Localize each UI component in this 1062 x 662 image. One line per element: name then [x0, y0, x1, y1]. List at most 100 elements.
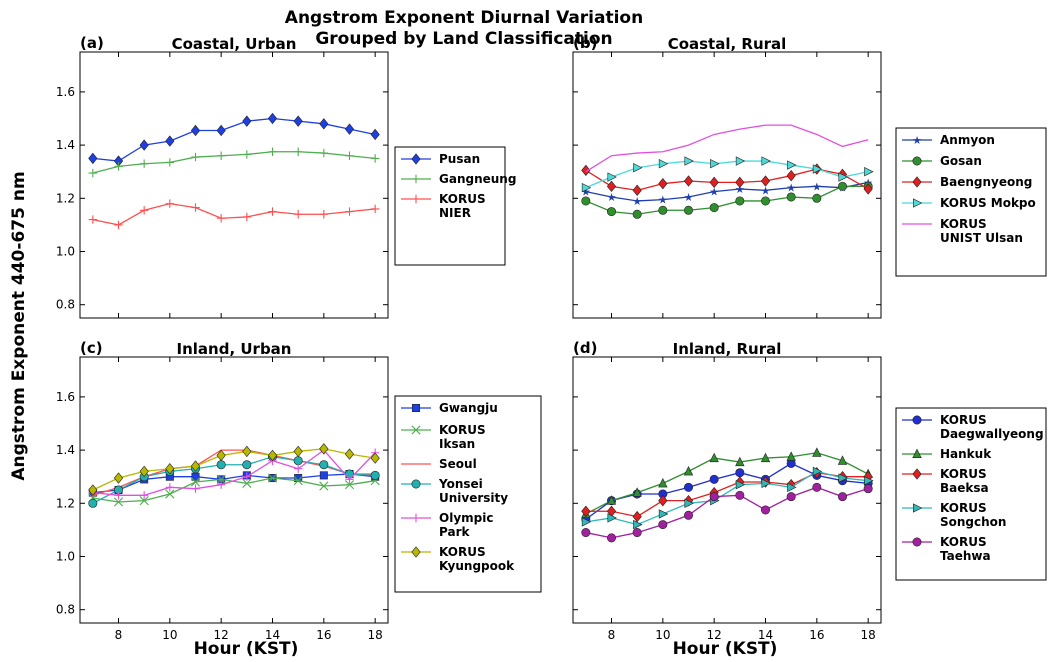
data-point [658, 159, 669, 169]
data-point [658, 205, 668, 215]
series-korus-mokpo [581, 156, 874, 193]
series-line [585, 124, 869, 173]
data-point [735, 196, 745, 206]
legend-swatch-marker [912, 537, 922, 547]
data-point: ★ [581, 186, 591, 199]
plot-frame [79, 356, 389, 624]
legend-entry: KORUS Mokpo [940, 196, 1036, 210]
data-point [370, 154, 380, 163]
legend-entry: KORUS Daegwallyeong [940, 413, 1044, 441]
y-tick-label: 1.0 [56, 550, 75, 564]
series-line [585, 470, 869, 526]
legend-entry: Seoul [439, 457, 477, 471]
data-point [760, 505, 770, 515]
data-point [709, 176, 719, 189]
data-point [190, 477, 201, 487]
data-point [242, 150, 252, 159]
panel-label: (d) [573, 339, 597, 357]
series-line [92, 448, 376, 491]
data-point [370, 452, 380, 464]
data-point [139, 465, 149, 478]
data-point [88, 152, 98, 165]
legend: Gwangju KORUS Iksan Seoul Yonsei University Ol… [394, 395, 542, 593]
data-point [319, 443, 329, 455]
panel-c: (c) Inland, Urban 8 10 12 14 16 18 0.8 1.0 1.2 1.4 1… [56, 339, 542, 642]
legend-entry: KORUS Iksan [439, 423, 486, 451]
x-tick-label: 18 [368, 628, 383, 642]
data-point [191, 152, 200, 162]
data-point: ★ [632, 195, 642, 208]
data-point [581, 182, 592, 193]
legend-box [394, 146, 506, 266]
data-point [684, 498, 694, 508]
data-point [812, 482, 822, 492]
legend-entry: Olympic Park [439, 511, 493, 539]
data-point [606, 533, 616, 543]
data-point [760, 175, 771, 187]
data-point [581, 164, 591, 177]
data-point [191, 203, 200, 212]
data-point [760, 196, 770, 206]
data-point [735, 479, 746, 490]
data-point [607, 172, 617, 182]
data-point [345, 475, 354, 484]
legend-entry: Gangneung [439, 172, 516, 186]
data-point [633, 519, 643, 530]
data-point [113, 472, 124, 484]
legend-swatch-marker [912, 156, 922, 166]
series-line [92, 473, 376, 494]
legend-entry: Gosan [940, 154, 982, 168]
legend-entry: KORUS Baeksa [940, 467, 989, 495]
data-point [735, 156, 746, 166]
y-axis-label: Angstrom Exponent 440-675 nm [9, 171, 29, 480]
data-point [165, 135, 175, 147]
legend-swatch-marker [912, 176, 922, 188]
data-point: ★ [735, 183, 745, 196]
y-tick-label: 1.4 [56, 443, 75, 457]
x-tick-label: 14 [265, 628, 280, 642]
data-point [632, 487, 642, 497]
legend-entry: Baengnyeong [940, 175, 1032, 189]
y-tick-label: 1.2 [56, 496, 75, 510]
data-point: ★ [812, 180, 822, 193]
data-point [293, 210, 303, 219]
data-point [735, 176, 745, 189]
series-line [585, 472, 869, 518]
y-tick-label: 0.8 [56, 298, 75, 312]
data-point [606, 180, 617, 193]
data-point [293, 445, 303, 458]
data-point [812, 447, 822, 457]
data-point [581, 196, 591, 206]
y-tick-label: 1.2 [56, 191, 75, 205]
data-point [294, 474, 303, 483]
data-point [293, 115, 303, 127]
data-point: ★ [786, 182, 796, 195]
data-point [787, 160, 797, 170]
data-point [345, 151, 354, 160]
plot-frame [572, 51, 882, 319]
data-point: ★ [761, 184, 771, 197]
data-point [165, 483, 175, 492]
series-line [92, 117, 376, 162]
data-point [735, 468, 745, 478]
series-gangneung [88, 147, 380, 178]
data-point [165, 158, 175, 167]
data-point [812, 164, 823, 174]
legend-entry: KORUS Songchon [940, 501, 1006, 529]
legend-entry: KORUS UNIST Ulsan [940, 217, 1023, 245]
data-point [165, 463, 175, 475]
legend-entry: Yonsei University [438, 477, 508, 505]
data-point [683, 510, 693, 520]
series-line [585, 181, 869, 202]
plot-frame [572, 356, 882, 624]
x-tick-label: 14 [758, 628, 773, 642]
data-point [683, 482, 693, 492]
data-point [88, 498, 98, 508]
panel-label: (a) [80, 34, 104, 52]
legend-entry: KORUS Taehwa [940, 535, 991, 563]
data-point [787, 482, 797, 493]
legend: KORUS Daegwallyeong Hankuk KORUS Baeksa KORUS… [895, 407, 1047, 581]
y-tick-label: 1.0 [56, 245, 75, 259]
data-point [139, 206, 149, 215]
data-point [88, 215, 98, 224]
